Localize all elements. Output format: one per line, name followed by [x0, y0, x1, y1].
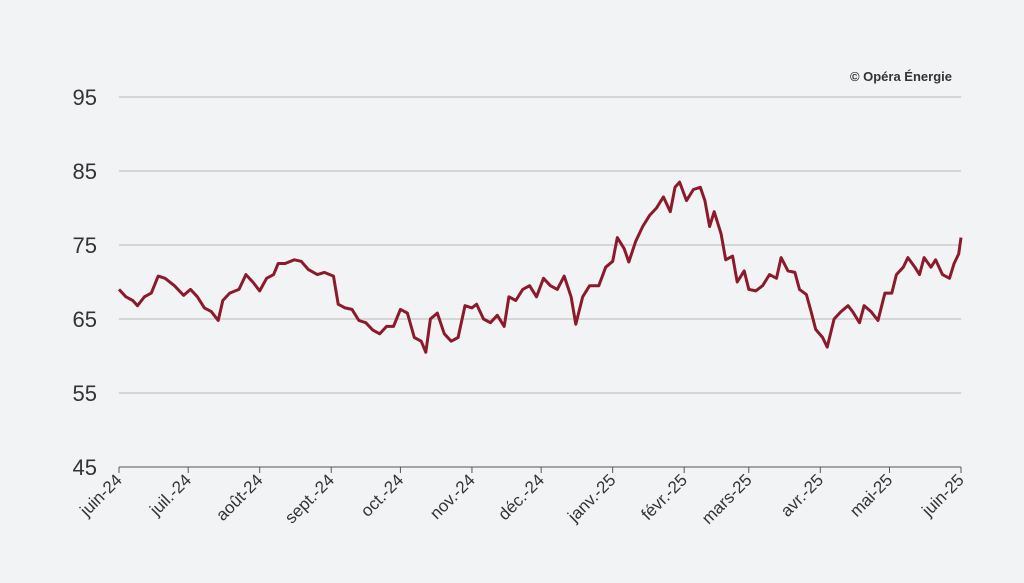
price-line [117, 180, 963, 354]
y-tick-label: 75 [73, 233, 97, 258]
y-tick-label: 95 [73, 85, 97, 110]
y-tick-label: 55 [73, 381, 97, 406]
y-tick-label: 65 [73, 307, 97, 332]
y-tick-label: 85 [73, 159, 97, 184]
source: © Opéra Énergie [850, 69, 952, 84]
y-tick-label: 45 [73, 455, 97, 480]
